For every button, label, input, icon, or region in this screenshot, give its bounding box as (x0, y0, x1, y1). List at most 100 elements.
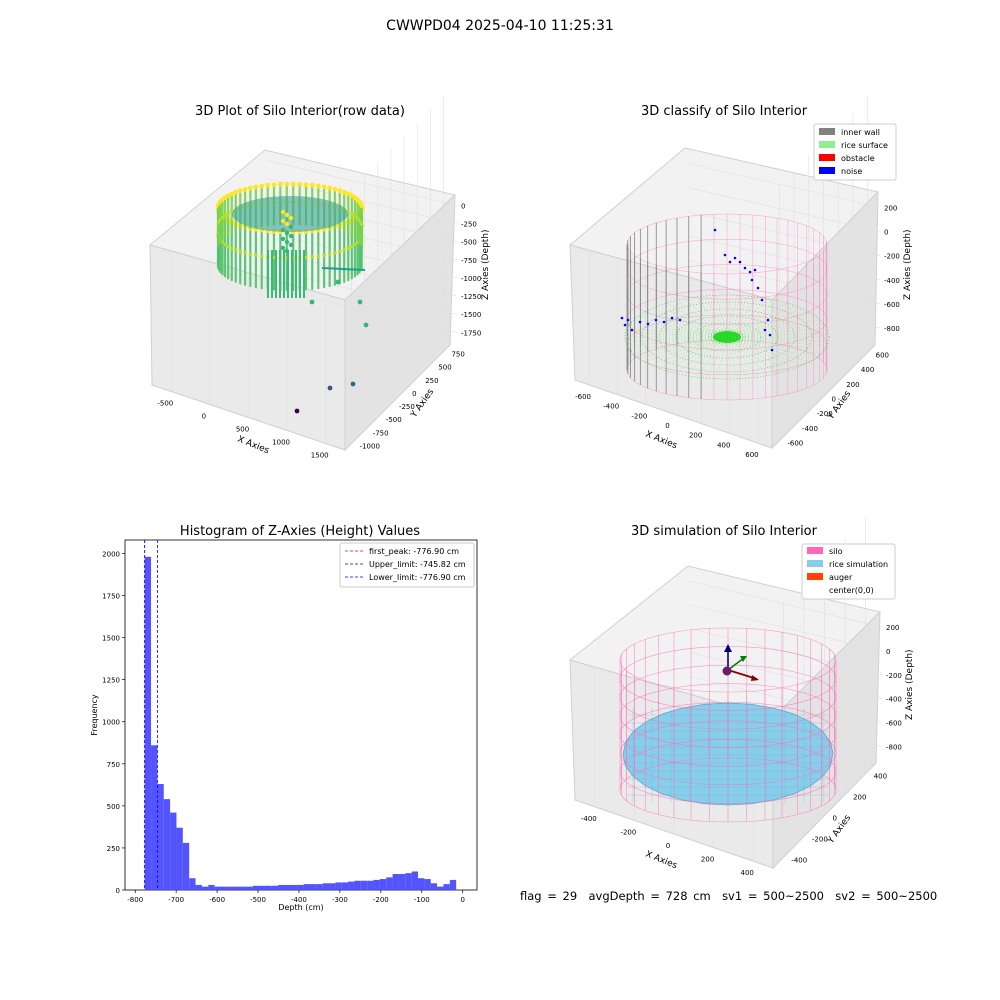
wall-top-point (284, 181, 290, 187)
wall-top-point (337, 188, 343, 194)
histogram-bar (316, 884, 323, 890)
histogram-bar (163, 799, 171, 890)
obstacle-point (280, 227, 286, 233)
histogram-bar (443, 884, 450, 890)
x-tick-label: -600 (575, 393, 591, 401)
z-tick-label: 200 (884, 204, 897, 212)
legend-label: rice simulation (829, 560, 888, 569)
auger-y-head (740, 656, 747, 662)
wall-mid-point (353, 213, 357, 218)
z-grid-line (686, 235, 881, 281)
z-tick-label: 0 (886, 648, 890, 656)
histogram-bar (348, 881, 355, 890)
obstacle-point (284, 239, 290, 245)
z-grid-line (686, 187, 881, 232)
histogram-bar (271, 885, 279, 890)
y-axis-label: Frequency (90, 694, 99, 736)
wall-mid-point (337, 249, 342, 254)
z-tick-label: -400 (886, 696, 902, 704)
noise-point (713, 228, 717, 232)
wall-top-point (315, 183, 321, 189)
histogram-bar (284, 884, 291, 890)
outlier-point (294, 408, 300, 414)
z-tick-label: -200 (884, 253, 900, 261)
wall-mid-point (229, 246, 234, 251)
x-tick-label: 1000 (272, 439, 290, 447)
surface-ray (726, 336, 759, 378)
legend-box (813, 123, 897, 181)
wall-mid-point (346, 246, 351, 251)
noise-point (626, 318, 630, 322)
wall-top-point (309, 182, 315, 188)
histogram-bar (265, 885, 272, 890)
obstacle-point (288, 242, 294, 248)
x-tick-label: 1500 (311, 452, 329, 460)
panel3-title: Histogram of Z-Axies (Height) Values (179, 524, 421, 539)
z-axis-label: Z Axies (Depth) (905, 649, 915, 720)
surface-ray (658, 305, 728, 338)
histogram-bar (430, 883, 438, 890)
histogram-bar (252, 885, 260, 890)
z-tick-label: -400 (884, 277, 900, 285)
y-tick-label: -1000 (360, 442, 380, 450)
z-grid-line (266, 160, 458, 206)
histogram-bar (449, 879, 457, 890)
y-tick-label: 500 (107, 803, 120, 811)
y-tick-label: -200 (817, 410, 833, 418)
z-tick-label: -800 (886, 743, 902, 751)
noise-point (748, 270, 752, 274)
z-grid-line (686, 211, 881, 256)
histogram-bar (335, 882, 342, 890)
z-tick-label: 0 (461, 202, 465, 210)
z-grid-line (689, 628, 883, 676)
noise-point (733, 256, 737, 260)
surface-ring (675, 315, 779, 359)
x-tick-label: -400 (603, 403, 619, 411)
z-tick-label: -1750 (461, 329, 481, 337)
x-axis-label: X Axies (236, 435, 271, 457)
obstacle-point (288, 233, 294, 239)
x-tick-label: 200 (689, 432, 702, 440)
surface-ray (695, 336, 728, 378)
wall-mid-point (238, 249, 243, 254)
histogram-bar (341, 882, 349, 890)
y-tick-label: 600 (876, 351, 889, 359)
x-axis-label: X Axies (644, 430, 679, 452)
wall-top-point (271, 182, 277, 188)
auger-z-head (724, 644, 732, 652)
histogram-bar (309, 884, 317, 890)
histogram-bar (259, 885, 266, 890)
surface-ray (726, 336, 796, 369)
z-axis-label: Z Axies (Depth) (903, 229, 913, 300)
histogram-bar (151, 745, 158, 890)
wall-mid-point (226, 211, 230, 216)
panel-simulation: -400 -200 0 200 400 400 200 0 -200 -400 200 0 -200… (568, 517, 915, 877)
wall-mid-point (223, 242, 227, 247)
x-tick-label: -200 (373, 896, 389, 904)
y-tick-label: -400 (791, 857, 807, 865)
noise-point (654, 318, 658, 322)
z-grid-line (689, 652, 883, 699)
surface-ring (709, 329, 745, 345)
histogram-bar (214, 886, 221, 890)
x-axis-label: X Axies (644, 850, 679, 872)
legend-swatch (819, 141, 835, 148)
x-tick-label: -100 (414, 896, 430, 904)
right-pane (344, 193, 456, 452)
x-tick-labels: -500 0 500 1000 1500 (157, 400, 328, 460)
surface-ray (726, 298, 769, 338)
wall-mid-point (220, 215, 225, 220)
x-tick-label: -600 (209, 896, 225, 904)
obstacle-point (288, 224, 294, 230)
outlier-point (363, 322, 369, 328)
surface-ray (633, 336, 728, 355)
surface-ray (629, 323, 728, 338)
histogram-bar (144, 556, 152, 890)
z-tick-label: -1000 (461, 275, 481, 283)
x-tick-label: -200 (620, 828, 636, 836)
legend-box (801, 543, 896, 600)
z-tick-label: 0 (884, 228, 888, 236)
surface-ray (726, 295, 739, 338)
histogram-bar (227, 886, 234, 890)
wall-mid-point (259, 254, 264, 258)
